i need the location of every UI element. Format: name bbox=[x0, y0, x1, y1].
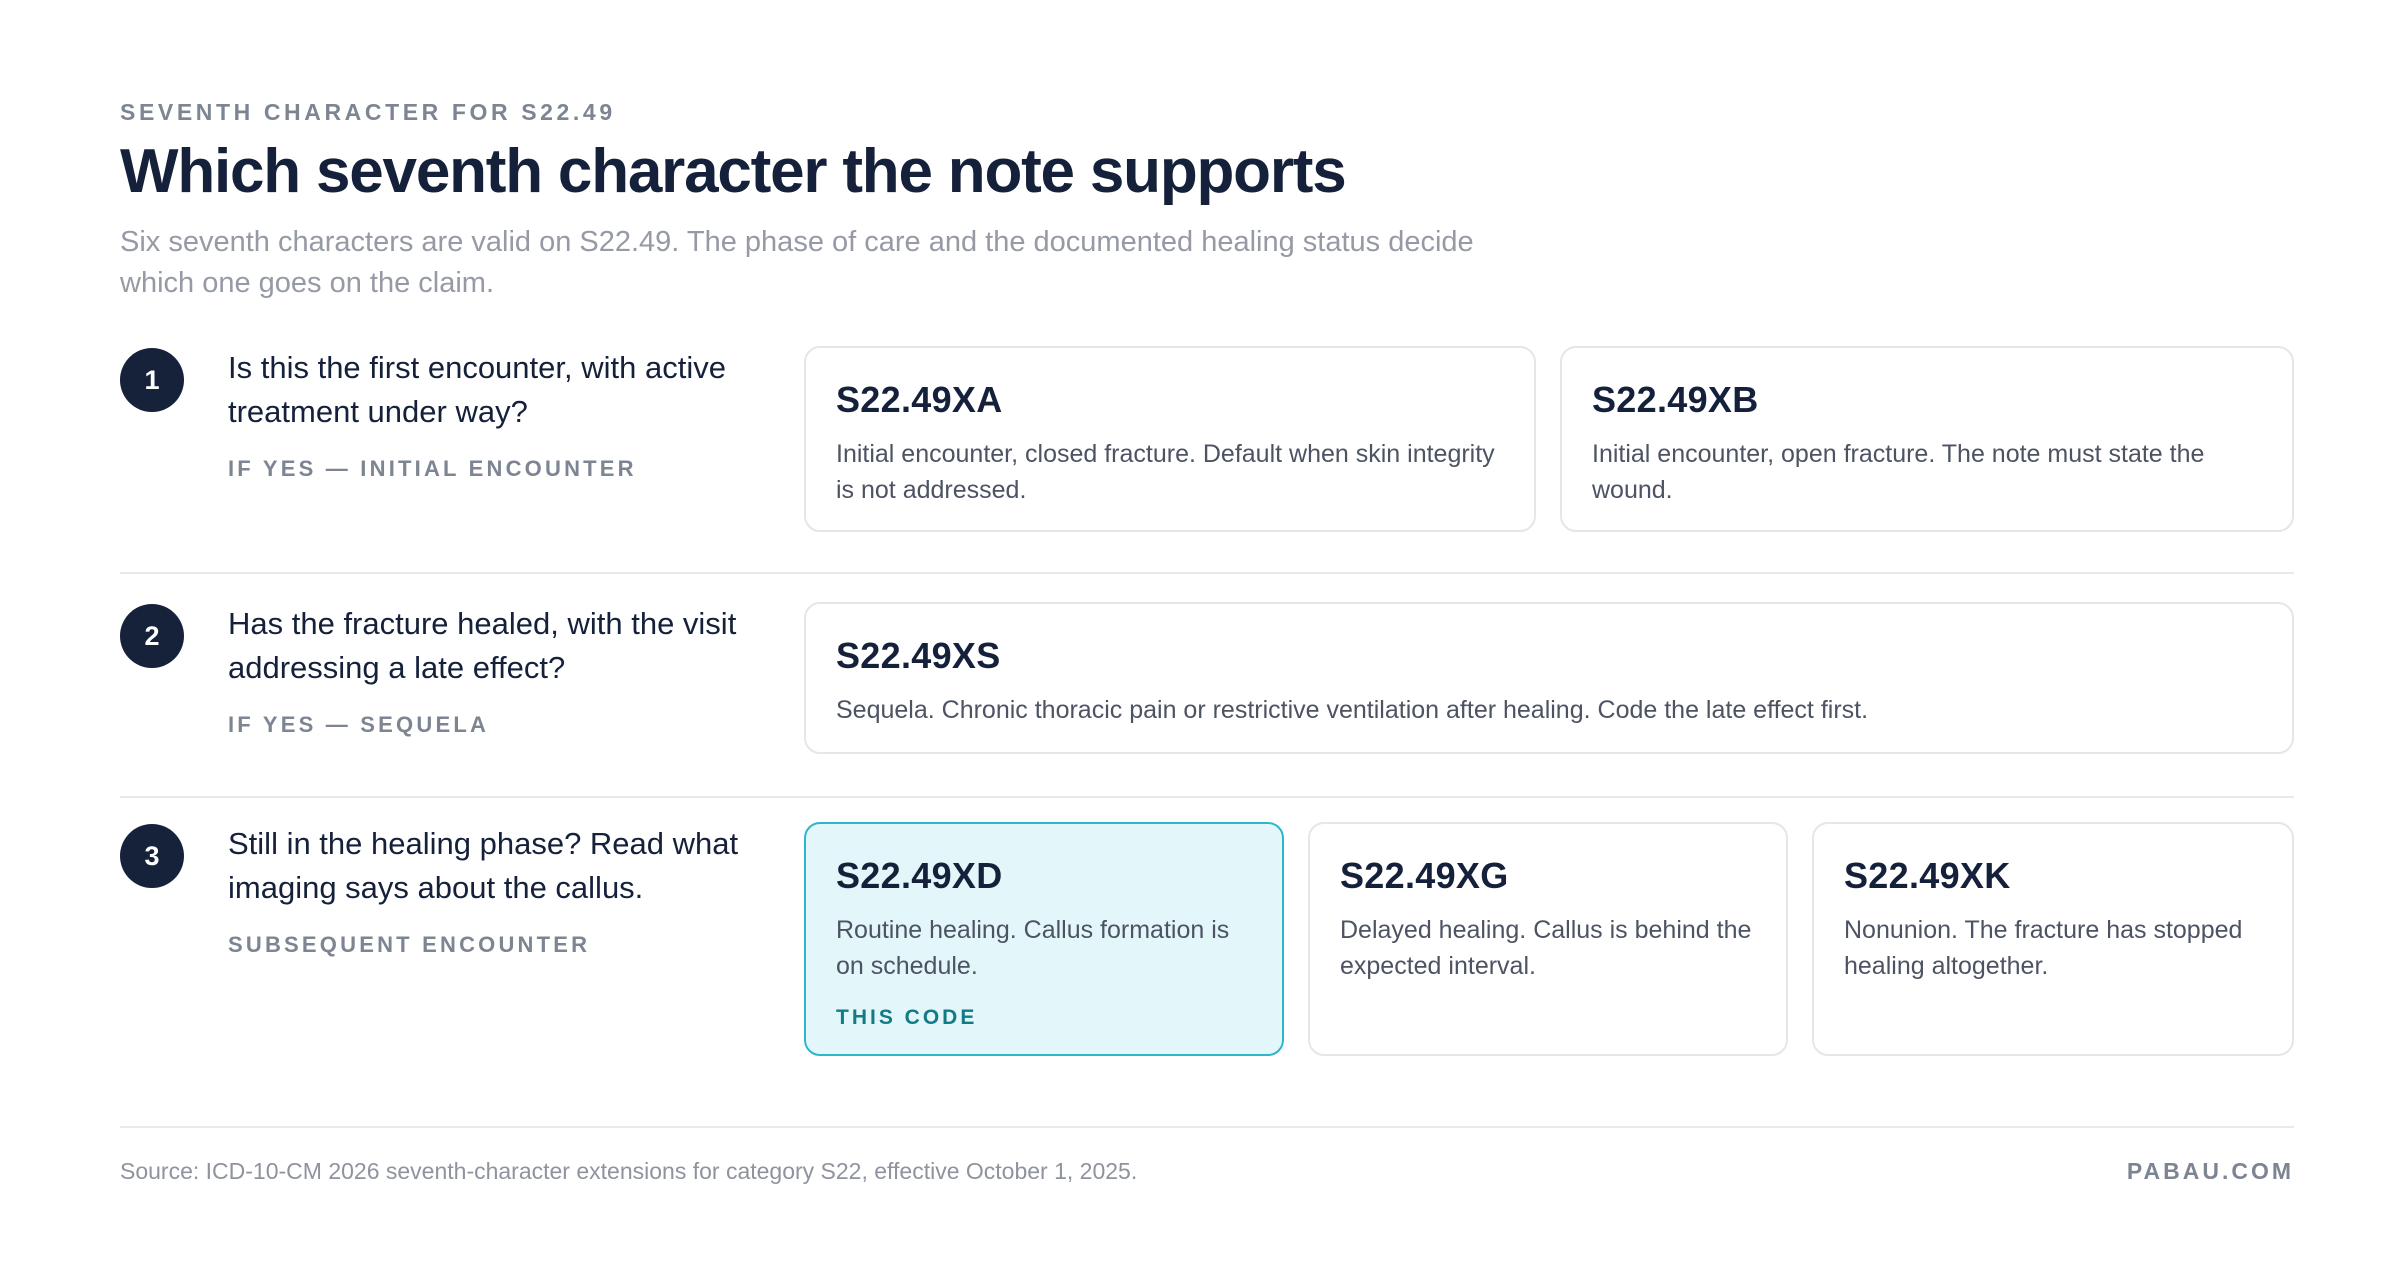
code-label: S22.49XK bbox=[1844, 855, 2011, 896]
step-question: Still in the healing phase? Read what im… bbox=[228, 826, 739, 905]
step-answer-tag: SUBSEQUENT ENCOUNTER bbox=[228, 932, 591, 957]
page: SEVENTH CHARACTER FOR S22.49 Which seven… bbox=[120, 96, 2294, 1184]
code-label: S22.49XG bbox=[1340, 855, 1509, 896]
step-answer-tag: IF YES — INITIAL ENCOUNTER bbox=[228, 456, 637, 481]
code-description: Routine healing. Callus formation is on … bbox=[836, 916, 1230, 980]
code-label: S22.49XS bbox=[836, 635, 1001, 676]
step-number-badge: 3 bbox=[120, 824, 184, 888]
code-label: S22.49XA bbox=[836, 379, 1003, 420]
step-2: 2 Has the fracture healed, with the visi… bbox=[120, 602, 2294, 758]
code-card-s22-49xb: S22.49XB Initial encounter, open fractur… bbox=[1560, 346, 2294, 532]
code-description: Initial encounter, open fracture. The no… bbox=[1592, 440, 2205, 504]
step-number-badge: 1 bbox=[120, 348, 184, 412]
brand-mark: PABAU.COM bbox=[2126, 1158, 2294, 1184]
page-title: Which seventh character the note support… bbox=[120, 137, 1347, 206]
code-card-s22-49xs: S22.49XS Sequela. Chronic thoracic pain … bbox=[804, 602, 2294, 754]
step-question: Is this the first encounter, with active… bbox=[228, 350, 726, 429]
step-1: 1 Is this the first encounter, with acti… bbox=[120, 346, 2294, 534]
code-description: Nonunion. The fracture has stopped heali… bbox=[1844, 916, 2243, 980]
code-description: Sequela. Chronic thoracic pain or restri… bbox=[836, 696, 1869, 724]
divider bbox=[120, 1126, 2294, 1128]
page-subtitle: Six seventh characters are valid on S22.… bbox=[120, 226, 1474, 299]
code-card-s22-49xd-selected: S22.49XD Routine healing. Callus formati… bbox=[804, 822, 1284, 1056]
code-label: S22.49XD bbox=[836, 855, 1003, 896]
divider bbox=[120, 572, 2294, 574]
code-description: Delayed healing. Callus is behind the ex… bbox=[1340, 916, 1752, 980]
eyebrow: SEVENTH CHARACTER FOR S22.49 bbox=[120, 99, 616, 125]
step-question: Has the fracture healed, with the visit … bbox=[228, 606, 737, 685]
step-number-badge: 2 bbox=[120, 604, 184, 668]
code-description: Initial encounter, closed fracture. Defa… bbox=[836, 440, 1495, 504]
code-card-s22-49xa: S22.49XA Initial encounter, closed fract… bbox=[804, 346, 1536, 532]
code-label: S22.49XB bbox=[1592, 379, 1759, 420]
this-code-badge: THIS CODE bbox=[836, 1006, 978, 1029]
code-card-s22-49xg: S22.49XG Delayed healing. Callus is behi… bbox=[1308, 822, 1788, 1056]
step-3: 3 Still in the healing phase? Read what … bbox=[120, 822, 2294, 1062]
step-answer-tag: IF YES — SEQUELA bbox=[228, 712, 490, 737]
code-card-s22-49xk: S22.49XK Nonunion. The fracture has stop… bbox=[1812, 822, 2294, 1056]
divider bbox=[120, 796, 2294, 798]
source-note: Source: ICD-10-CM 2026 seventh-character… bbox=[120, 1158, 1138, 1184]
